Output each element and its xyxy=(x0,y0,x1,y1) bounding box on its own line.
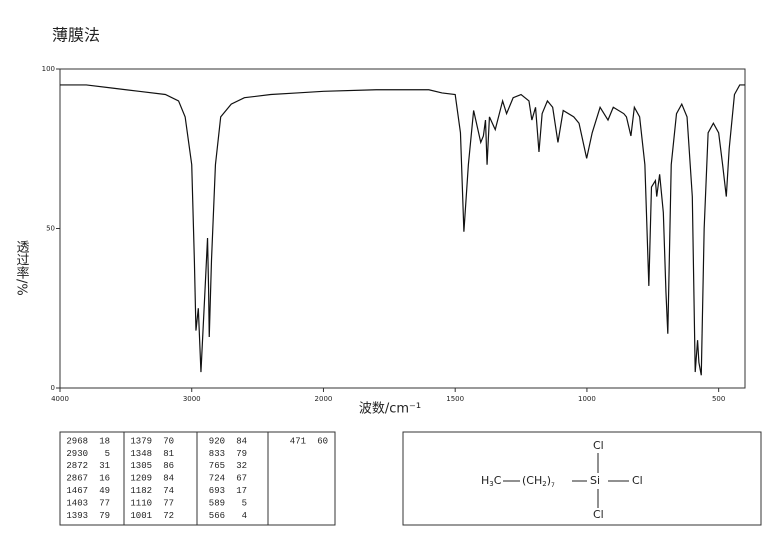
peak-transmittance: 4 xyxy=(242,511,247,521)
group: H3C xyxy=(481,474,502,488)
spectrum-line xyxy=(60,84,745,376)
x-tick-label: 4000 xyxy=(51,395,69,403)
peak-transmittance: 5 xyxy=(242,498,247,508)
peak-transmittance: 32 xyxy=(236,461,247,471)
peak-wavenumber: 471 xyxy=(290,436,306,446)
peak-wavenumber: 693 xyxy=(209,486,225,496)
peak-transmittance: 31 xyxy=(99,461,110,471)
peak-wavenumber: 1110 xyxy=(130,498,152,508)
substituent: Cl xyxy=(632,474,643,487)
peak-wavenumber: 1379 xyxy=(130,436,152,446)
peak-wavenumber: 1403 xyxy=(66,498,88,508)
peak-wavenumber: 920 xyxy=(209,436,225,446)
y-tick-label: 50 xyxy=(46,225,55,233)
structure: H3C (CH2)7 Si Cl Cl Cl xyxy=(481,439,643,521)
peak-transmittance: 74 xyxy=(163,486,174,496)
chart-title: 薄膜法 xyxy=(52,26,100,45)
plot-frame xyxy=(59,68,746,389)
peak-wavenumber: 2968 xyxy=(66,436,88,446)
peak-wavenumber: 1393 xyxy=(66,511,88,521)
x-tick-label: 1000 xyxy=(578,395,596,403)
y-tick-label: 100 xyxy=(42,65,55,73)
peak-wavenumber: 724 xyxy=(209,474,225,484)
peak-transmittance: 77 xyxy=(99,498,110,508)
peak-wavenumber: 2930 xyxy=(66,449,88,459)
peak-transmittance: 84 xyxy=(163,474,174,484)
peak-transmittance: 84 xyxy=(236,436,247,446)
x-tick-label: 1500 xyxy=(446,395,464,403)
x-tick-label: 3000 xyxy=(183,395,201,403)
peak-wavenumber: 1305 xyxy=(130,461,152,471)
peak-wavenumber: 566 xyxy=(209,511,225,521)
substituent: Cl xyxy=(593,508,604,521)
peak-transmittance: 18 xyxy=(99,436,110,446)
x-tick-label: 500 xyxy=(712,395,725,403)
peak-wavenumber: 2867 xyxy=(66,474,88,484)
y-tick-label: 0 xyxy=(51,384,55,392)
peak-transmittance: 86 xyxy=(163,461,174,471)
peak-wavenumber: 1467 xyxy=(66,486,88,496)
peak-transmittance: 60 xyxy=(317,436,328,446)
peak-wavenumber: 765 xyxy=(209,461,225,471)
peak-transmittance: 49 xyxy=(99,486,110,496)
peak-transmittance: 77 xyxy=(163,498,174,508)
peak-transmittance: 5 xyxy=(105,449,110,459)
peak-wavenumber: 1348 xyxy=(130,449,152,459)
peak-transmittance: 16 xyxy=(99,474,110,484)
peak-transmittance: 72 xyxy=(163,511,174,521)
peak-wavenumber: 589 xyxy=(209,498,225,508)
peak-wavenumber: 833 xyxy=(209,449,225,459)
peak-table: 2968 18 2930 5 2872 31 2867 16 1467 49 1403 77 1393 7… xyxy=(66,436,328,520)
peak-transmittance: 70 xyxy=(163,436,174,446)
chain: (CH2)7 xyxy=(522,474,555,489)
substituent: Cl xyxy=(593,439,604,452)
peak-transmittance: 67 xyxy=(236,474,247,484)
peak-transmittance: 79 xyxy=(99,511,110,521)
peak-transmittance: 79 xyxy=(236,449,247,459)
x-tick-label: 2000 xyxy=(315,395,333,403)
atom: Si xyxy=(590,474,600,487)
peak-transmittance: 81 xyxy=(163,449,174,459)
peak-wavenumber: 1209 xyxy=(130,474,152,484)
peak-wavenumber: 2872 xyxy=(66,461,88,471)
x-axis-label: 波数/cm⁻¹ xyxy=(359,402,421,417)
peak-wavenumber: 1182 xyxy=(130,486,152,496)
y-axis-label: 透过率/% xyxy=(14,240,30,296)
structure-frame xyxy=(402,431,762,526)
peak-wavenumber: 1001 xyxy=(130,511,152,521)
plot: 4000 3000 2000 1500 1000 500 0 50 100 xyxy=(42,65,745,403)
peak-transmittance: 17 xyxy=(236,486,247,496)
